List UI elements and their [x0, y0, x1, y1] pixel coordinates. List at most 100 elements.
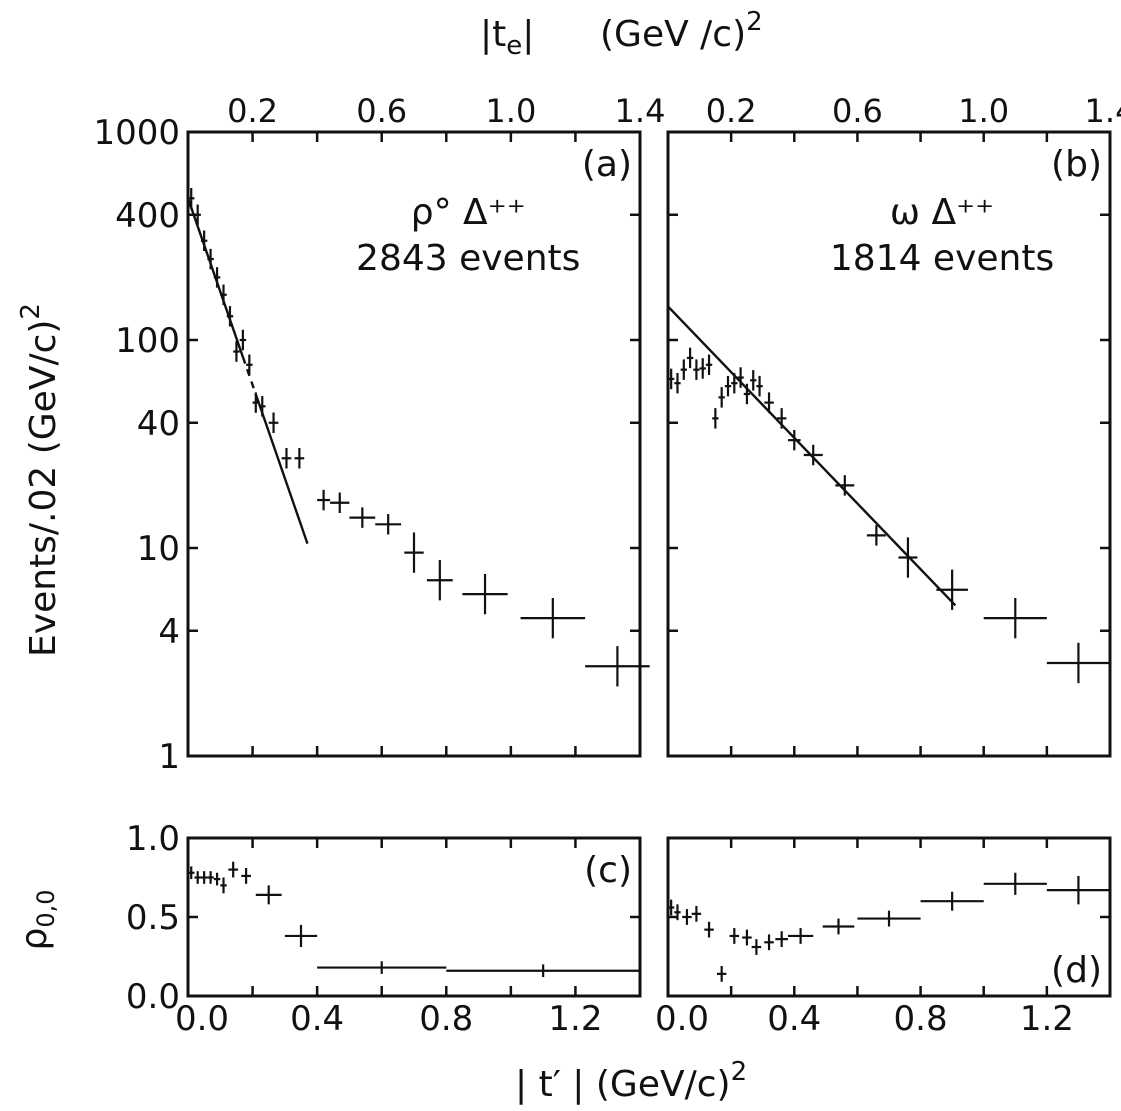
panel-label: (a) — [582, 144, 632, 185]
top-tick-label: 1.4 — [615, 92, 666, 130]
data-point — [756, 375, 763, 397]
data-point — [674, 372, 681, 394]
x-tick-label: 0.0 — [655, 999, 709, 1039]
top-tick-label: 0.2 — [227, 92, 278, 130]
panel-label: (d) — [1051, 950, 1102, 991]
data-point — [194, 871, 201, 884]
data-point — [207, 248, 214, 270]
data-point — [404, 532, 424, 573]
data-point — [241, 868, 251, 884]
data-point — [213, 872, 221, 886]
x-tick-label: 0.4 — [290, 999, 344, 1039]
y-tick-label: 10 — [137, 529, 180, 569]
reaction-label: ω Δ⁺⁺ — [890, 192, 994, 233]
data-point — [682, 909, 692, 925]
data-point — [751, 939, 762, 955]
panel-frame — [186, 836, 642, 998]
y-tick-label: 100 — [115, 321, 180, 361]
data-point — [674, 904, 681, 921]
y-tick-label: 0.0 — [126, 977, 180, 1017]
fit-line-dashed — [241, 356, 257, 395]
data-point — [776, 408, 787, 429]
data-point — [446, 964, 640, 978]
data-point — [920, 891, 984, 911]
data-point — [317, 489, 331, 511]
x-tick-label: 0.8 — [419, 999, 473, 1039]
fit-line — [254, 393, 309, 544]
top-axis-title: |te| — [480, 14, 534, 61]
data-point — [194, 204, 201, 226]
data-point — [680, 359, 687, 380]
data-point — [213, 267, 221, 288]
data-point — [520, 597, 586, 639]
data-point — [731, 372, 738, 394]
panel-label: (b) — [1051, 144, 1102, 185]
data-point — [233, 341, 240, 362]
reaction-label: ρ° Δ⁺⁺ — [411, 192, 526, 233]
panel-label: (c) — [584, 850, 632, 891]
data-point — [188, 866, 195, 880]
data-point — [705, 354, 713, 376]
top-tick-label: 1.4 — [1085, 92, 1121, 130]
panel-b: 0.2 0.6 1.0 1.4 (b) ω Δ⁺⁺ 1814 events — [666, 92, 1121, 758]
data-point — [716, 965, 727, 982]
data-point — [207, 871, 214, 884]
data-point — [699, 358, 706, 379]
data-point — [188, 188, 195, 209]
x-tick-label: 0.0 — [175, 999, 229, 1039]
top-tick-label: 1.0 — [485, 92, 536, 130]
x-tick-label: 0.4 — [767, 999, 821, 1039]
data-point — [668, 368, 675, 390]
x-tick-label: 0.8 — [894, 999, 948, 1039]
panel-d: 0.0 0.4 0.8 1.2 (d) — [655, 836, 1112, 1039]
rho-axis-title: ρ0,0 — [14, 889, 60, 950]
y-tick-label: 400 — [115, 196, 180, 236]
data-point — [246, 354, 253, 376]
y-tick-label: 1000 — [93, 113, 180, 153]
y-tick-label: 1.0 — [126, 819, 180, 859]
data-point — [462, 573, 508, 615]
data-point — [375, 514, 402, 535]
data-point — [718, 387, 725, 408]
data-point — [691, 905, 702, 922]
x-tick-label: 1.2 — [1020, 999, 1074, 1039]
data-point — [787, 928, 814, 944]
data-point — [775, 931, 788, 948]
data-point — [294, 448, 305, 469]
panel-a: 0.2 0.6 1.0 1.4 1000 400 100 40 10 4 1 (a) ρ° Δ⁺⁺ 284… — [93, 92, 665, 777]
data-point — [426, 560, 453, 601]
panel-frame — [666, 130, 1112, 758]
x-axis-title: | t′ | (GeV/c)2 — [515, 1057, 747, 1105]
data-point — [983, 872, 1047, 895]
top-tick-label: 0.6 — [356, 92, 407, 130]
data-point — [239, 329, 247, 351]
data-point — [1046, 875, 1110, 905]
data-point — [220, 284, 227, 306]
panel-frame — [186, 130, 642, 758]
data-point — [822, 918, 855, 935]
data-point — [686, 347, 694, 369]
data-point — [983, 597, 1047, 639]
data-point — [704, 921, 714, 938]
top-tick-label: 0.2 — [706, 92, 757, 130]
data-point — [259, 396, 266, 417]
y-tick-label: 40 — [137, 404, 180, 444]
data-point — [200, 230, 208, 251]
data-point — [898, 537, 918, 578]
top-axis-units: (GeV /c)2 — [600, 7, 763, 55]
event-count: 2843 events — [356, 238, 580, 279]
y-tick-label: 0.5 — [126, 898, 180, 938]
data-point — [693, 359, 700, 380]
data-point — [724, 375, 732, 397]
y-axis-title: Events/.02 (GeV/c)2 — [16, 303, 64, 657]
data-point — [349, 507, 376, 528]
event-count: 1814 events — [830, 238, 1054, 279]
data-point — [228, 861, 239, 878]
data-point — [835, 475, 855, 496]
top-tick-label: 1.0 — [958, 92, 1009, 130]
data-point — [255, 885, 282, 905]
data-point — [220, 877, 227, 894]
data-point — [866, 525, 886, 546]
data-point — [764, 934, 774, 951]
